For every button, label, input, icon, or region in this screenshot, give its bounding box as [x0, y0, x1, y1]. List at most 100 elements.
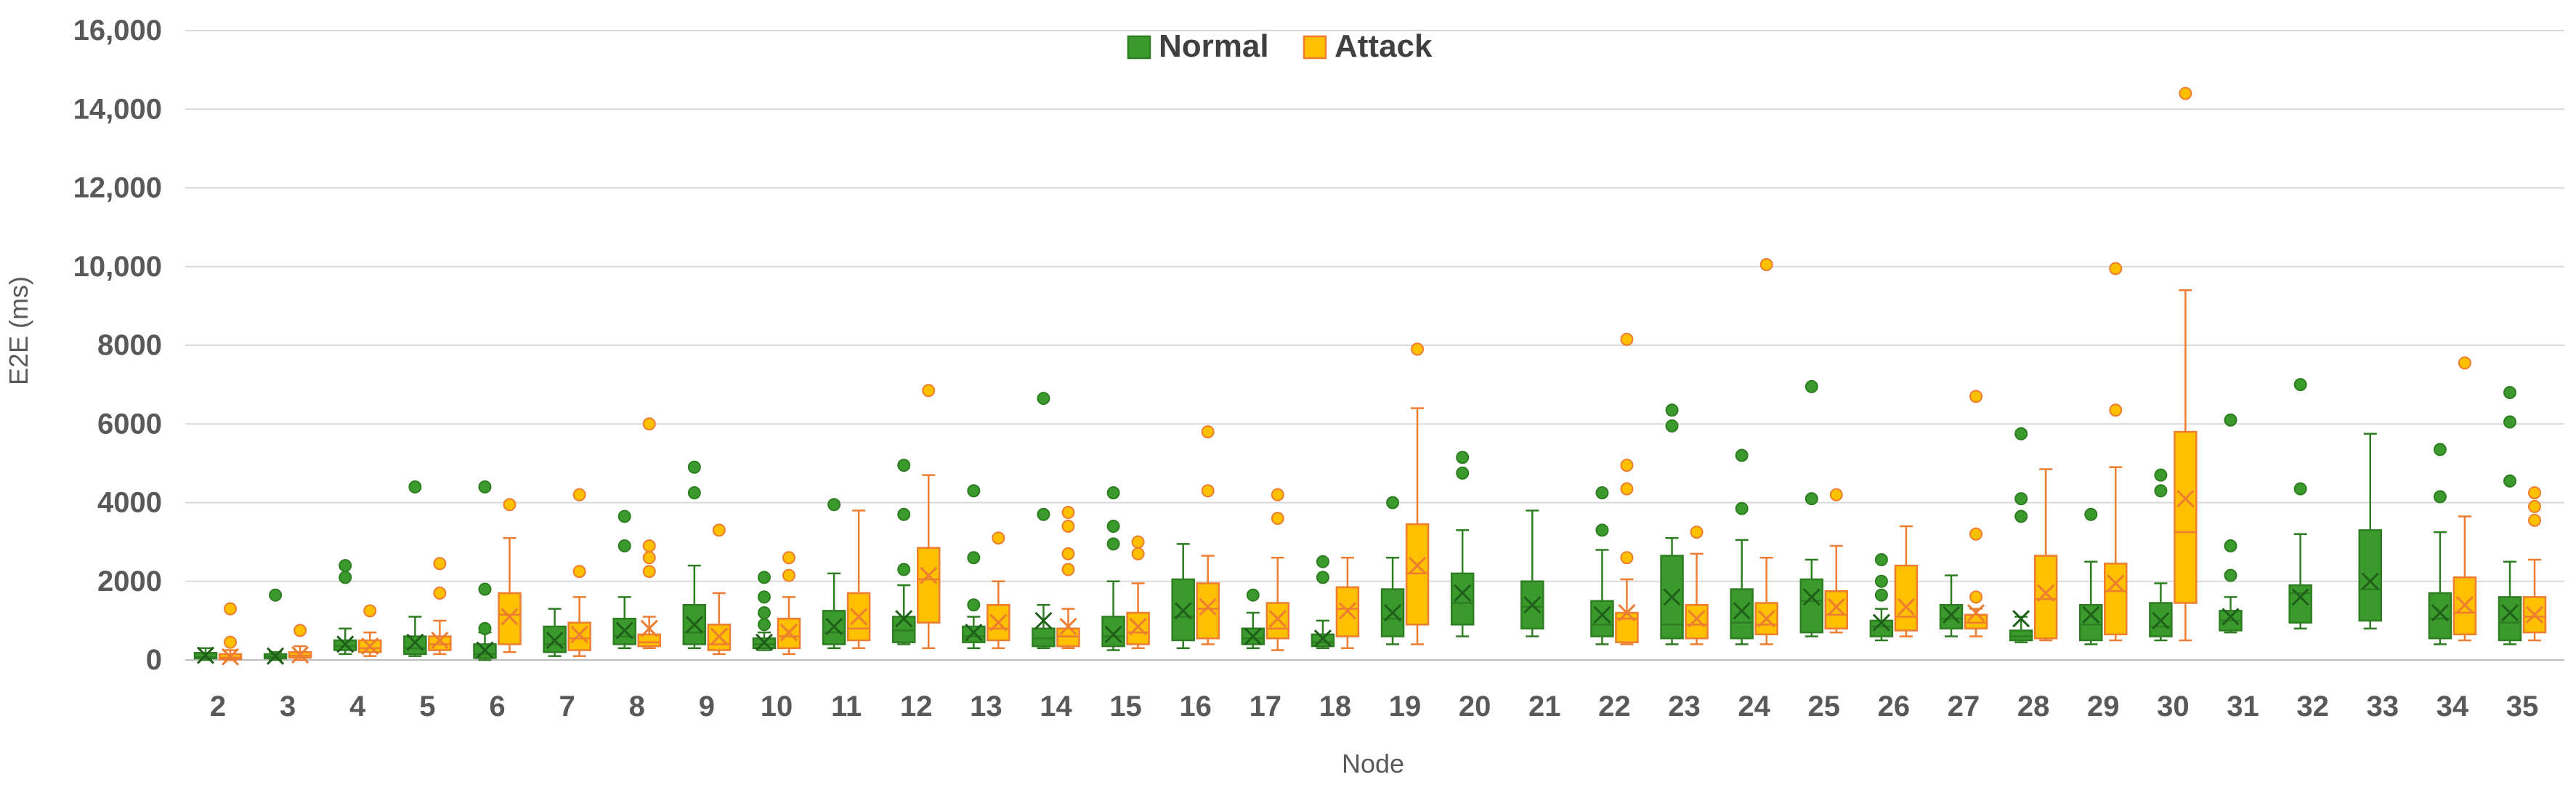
- box-iqr: [1265, 602, 1290, 640]
- box-iqr: [1405, 523, 1430, 626]
- box-normal-node-31: [2219, 413, 2243, 634]
- y-axis-tick-labels: 0 2000 4000 6000 8000 10,000 12,000 14,000 16,00…: [73, 15, 162, 676]
- outlier-point: [1201, 425, 1215, 439]
- outlier-point: [1131, 535, 1145, 549]
- mean-marker: [2107, 574, 2125, 592]
- mean-marker: [2455, 596, 2474, 614]
- x-tick-label: 32: [2296, 691, 2329, 722]
- outlier-point: [757, 571, 771, 584]
- outlier-point: [2293, 482, 2307, 496]
- box-attack-node-9: [707, 523, 732, 656]
- y-tick-label: 8000: [97, 329, 162, 361]
- outlier-point: [2503, 474, 2516, 488]
- outlier-point: [1037, 507, 1050, 521]
- box-attack-node-28: [2033, 468, 2058, 642]
- outlier-point: [2109, 403, 2123, 417]
- box-plot-series: [193, 86, 2547, 666]
- mean-marker: [361, 637, 379, 656]
- box-normal-node-24: [1730, 448, 1754, 645]
- outlier-point: [433, 557, 447, 571]
- y-tick-label: 2000: [97, 565, 162, 597]
- mean-marker: [267, 647, 285, 665]
- x-tick-label: 2: [210, 691, 226, 722]
- mean-marker: [1688, 610, 1706, 628]
- legend-label-attack: Attack: [1334, 28, 1433, 64]
- x-tick-label: 22: [1598, 691, 1631, 722]
- outlier-point: [224, 602, 237, 616]
- box-normal-node-22: [1590, 486, 1614, 645]
- mean-marker: [989, 613, 1008, 632]
- box-iqr: [1196, 582, 1220, 640]
- mean-marker: [2291, 588, 2309, 606]
- outlier-point: [642, 565, 656, 579]
- box-attack-node-35: [2522, 486, 2547, 642]
- mean-marker: [1802, 588, 1820, 606]
- box-normal-node-30: [2149, 468, 2173, 642]
- outlier-point: [992, 531, 1005, 545]
- y-tick-label: 0: [146, 644, 162, 676]
- box-normal-node-8: [612, 510, 636, 650]
- outlier-point: [922, 384, 936, 398]
- series-attack: [218, 86, 2547, 666]
- mean-marker: [710, 627, 728, 645]
- mean-marker: [1338, 602, 1357, 620]
- outlier-point: [2458, 356, 2471, 370]
- outlier-point: [827, 498, 841, 512]
- outlier-point: [617, 539, 631, 553]
- x-tick-label: 29: [2087, 691, 2120, 722]
- box-iqr: [1032, 627, 1056, 648]
- outlier-point: [967, 484, 981, 498]
- box-iqr: [1894, 564, 1919, 632]
- x-tick-label: 27: [1948, 691, 1980, 722]
- outlier-point: [897, 507, 911, 521]
- x-tick-label: 7: [559, 691, 575, 722]
- outlier-point: [2014, 492, 2028, 506]
- outlier-point: [617, 510, 631, 523]
- outlier-point: [1595, 523, 1609, 537]
- outlier-point: [503, 498, 517, 512]
- outlier-point: [2503, 415, 2516, 429]
- box-iqr: [846, 592, 871, 642]
- outlier-point: [897, 459, 911, 472]
- x-tick-label: 3: [280, 691, 296, 722]
- outlier-point: [1969, 527, 1983, 541]
- outlier-point: [712, 523, 726, 537]
- mean-marker: [406, 633, 424, 651]
- outlier-point: [478, 621, 492, 635]
- outlier-point: [1620, 459, 1634, 472]
- y-tick-label: 12,000: [73, 172, 162, 204]
- box-iqr: [2498, 596, 2522, 642]
- mean-marker: [2176, 490, 2195, 508]
- box-normal-node-32: [2288, 378, 2312, 629]
- mean-marker: [2152, 611, 2170, 629]
- outlier-point: [1735, 448, 1749, 462]
- outlier-point: [967, 598, 981, 612]
- outlier-point: [1316, 571, 1329, 584]
- outlier-point: [2433, 490, 2447, 504]
- mean-marker: [570, 625, 588, 643]
- mean-marker: [196, 646, 215, 664]
- x-tick-label: 31: [2227, 691, 2259, 722]
- box-normal-node-16: [1171, 543, 1195, 650]
- outlier-point: [269, 588, 283, 602]
- mean-marker: [1059, 617, 1077, 636]
- mean-marker: [546, 631, 564, 649]
- x-tick-label: 28: [2017, 691, 2050, 722]
- box-normal-node-13: [962, 484, 986, 650]
- mean-marker: [615, 621, 633, 640]
- outlier-point: [478, 480, 492, 494]
- box-iqr: [1685, 603, 1709, 640]
- box-normal-node-12: [891, 459, 916, 645]
- box-attack-node-2: [218, 602, 243, 666]
- x-axis-tick-labels: 2 3 4 5 6 7 8 9 10 11 12 13 14 15 16 17 18 19 20 21 22 23 24 25…: [210, 691, 2538, 722]
- outlier-point: [1969, 390, 1983, 403]
- outlier-point: [897, 563, 911, 576]
- mean-marker: [1034, 611, 1053, 629]
- box-normal-node-11: [822, 498, 846, 650]
- box-iqr: [2174, 430, 2198, 604]
- x-tick-label: 17: [1249, 691, 1282, 722]
- x-tick-label: 24: [1738, 691, 1770, 722]
- outlier-point: [2014, 510, 2028, 523]
- y-tick-label: 6000: [97, 408, 162, 440]
